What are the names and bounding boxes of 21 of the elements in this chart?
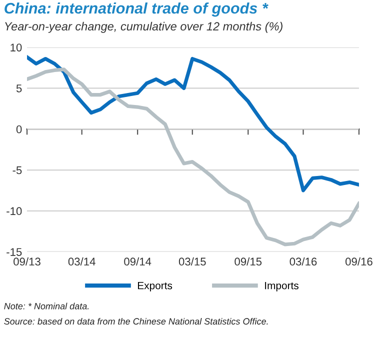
y-tick-label: 5 xyxy=(16,84,22,92)
x-tick-label: 03/15 xyxy=(178,257,206,266)
chart-title: China: international trade of goods * xyxy=(4,2,268,17)
y-tick-label: 10 xyxy=(10,44,22,52)
x-tick-label: 03/16 xyxy=(290,257,317,266)
x-tick-label: 09/13 xyxy=(14,257,40,266)
x-tick-label: 09/14 xyxy=(124,257,152,266)
legend-label: Imports xyxy=(265,282,298,292)
source-note: Source: based on data from the Chinese National Statistics Office. xyxy=(4,318,268,325)
legend-label: Exports xyxy=(138,282,172,292)
line-series xyxy=(27,68,359,246)
y-tick-label: -15 xyxy=(6,248,22,256)
y-tick-label: 0 xyxy=(16,125,22,134)
x-tick-label: 09/15 xyxy=(234,257,262,266)
line-series xyxy=(27,55,359,192)
y-tick-label: -5 xyxy=(12,166,22,174)
chart-subtitle: Year-on-year change, cumulative over 12 months (%) xyxy=(5,22,282,33)
x-tick-label: 09/16 xyxy=(346,257,372,266)
y-tick-label: -10 xyxy=(6,207,22,216)
x-tick-label: 03/14 xyxy=(68,257,96,266)
text: Note: * Nominal data. xyxy=(4,302,89,310)
